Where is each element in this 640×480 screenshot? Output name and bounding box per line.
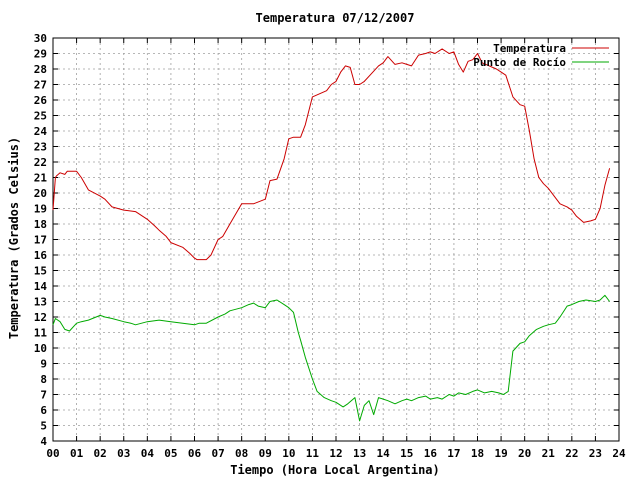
y-tick-label: 10 (34, 342, 47, 355)
x-tick-label: 21 (542, 447, 556, 460)
y-tick-label: 16 (34, 249, 48, 262)
x-tick-label: 14 (377, 447, 391, 460)
x-tick-label: 20 (518, 447, 531, 460)
y-tick-label: 15 (34, 265, 47, 278)
y-tick-label: 28 (34, 63, 47, 76)
x-tick-label: 09 (259, 447, 272, 460)
y-tick-label: 25 (34, 110, 47, 123)
series-line-punto-de-rocio (52, 294, 610, 422)
x-tick-label: 19 (494, 447, 507, 460)
x-tick-label: 01 (70, 447, 84, 460)
x-tick-label: 02 (94, 447, 107, 460)
x-tick-label: 17 (447, 447, 460, 460)
x-tick-label: 10 (282, 447, 295, 460)
y-tick-label: 24 (34, 125, 48, 138)
y-tick-label: 19 (34, 203, 47, 216)
y-tick-label: 21 (34, 172, 48, 185)
y-tick-label: 22 (34, 156, 47, 169)
y-tick-label: 9 (40, 358, 47, 371)
x-tick-label: 24 (612, 447, 626, 460)
x-tick-label: 07 (211, 447, 224, 460)
y-tick-label: 13 (34, 296, 47, 309)
y-tick-label: 5 (40, 420, 47, 433)
y-axis-ticks: 4 5 6 7 8 9 10 11 12 13 14 15 16 17 18 19 20 21 22 23 24 25 26… (34, 32, 619, 448)
x-axis-label: Tiempo (Hora Local Argentina) (230, 463, 440, 477)
x-tick-label: 05 (164, 447, 177, 460)
x-tick-label: 16 (424, 447, 438, 460)
y-tick-label: 7 (40, 389, 47, 402)
x-tick-label: 06 (188, 447, 202, 460)
x-tick-label: 13 (353, 447, 366, 460)
y-tick-label: 11 (34, 327, 48, 340)
y-tick-label: 20 (34, 187, 47, 200)
x-tick-label: 18 (471, 447, 484, 460)
y-tick-label: 27 (34, 79, 47, 92)
x-axis-ticks: 00 01 02 03 04 05 06 07 08 09 10 11 12 13 14 15 16 17 18 19… (46, 38, 626, 460)
y-axis-label: Temperatura (Grados Celsius) (7, 137, 21, 339)
x-tick-label: 12 (329, 447, 342, 460)
y-tick-label: 6 (40, 404, 47, 417)
x-tick-label: 04 (141, 447, 155, 460)
x-tick-label: 11 (306, 447, 320, 460)
series-line-temperatura (52, 48, 611, 261)
x-tick-label: 08 (235, 447, 248, 460)
y-tick-label: 12 (34, 311, 47, 324)
y-tick-label: 30 (34, 32, 47, 45)
chart-title: Temperatura 07/12/2007 (256, 11, 415, 25)
legend-label-punto-de-rocio: Punto de Rocío (473, 56, 566, 69)
y-tick-label: 26 (34, 94, 48, 107)
x-tick-label: 00 (46, 447, 59, 460)
y-tick-label: 17 (34, 234, 47, 247)
y-tick-label: 8 (40, 373, 47, 386)
y-tick-label: 14 (34, 280, 48, 293)
x-tick-label: 15 (400, 447, 413, 460)
grid (53, 38, 619, 441)
legend-label-temperatura: Temperatura (493, 42, 566, 55)
x-tick-label: 03 (117, 447, 130, 460)
x-tick-label: 22 (565, 447, 578, 460)
y-tick-label: 18 (34, 218, 47, 231)
y-tick-label: 4 (40, 435, 47, 448)
x-tick-label: 23 (589, 447, 602, 460)
y-tick-label: 23 (34, 141, 47, 154)
y-tick-label: 29 (34, 48, 47, 61)
series-layer (52, 48, 611, 422)
